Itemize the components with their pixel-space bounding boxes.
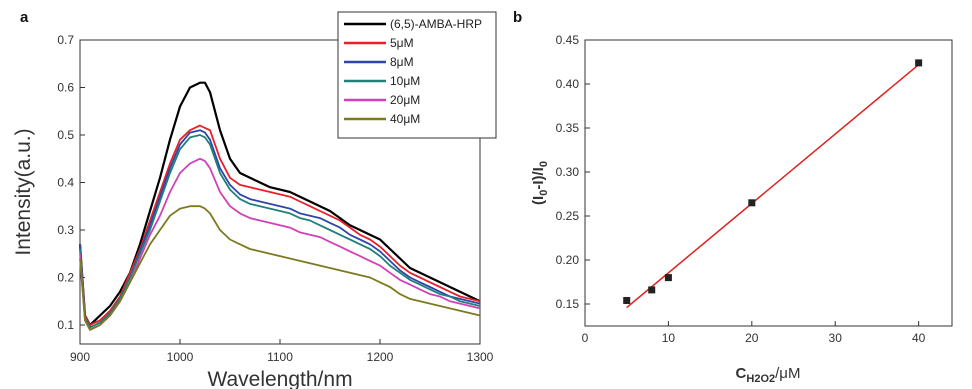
data-point-1 <box>648 286 656 294</box>
legend-label-4: 20μM <box>390 93 420 107</box>
data-point-0 <box>623 296 631 304</box>
panel-b-x-tick-label: 30 <box>829 331 843 345</box>
panel-a-x-tick-label: 1300 <box>467 350 494 364</box>
panel-b-y-ticks: 0.15 0.20 0.25 0.30 0.35 0.40 0.45 <box>556 33 590 311</box>
panel-b-plot-frame <box>584 39 953 327</box>
panel-b-y-tick-label: 0.25 <box>556 209 580 223</box>
panel-a-legend-box <box>337 11 497 139</box>
panel-a-spectra-chart: a 900 1000 1100 1200 1300 0.1 0.2 0.3 0.4 0.5 0.6… <box>12 9 497 389</box>
panel-b-x-tick-label: 40 <box>912 331 926 345</box>
panel-a-y-axis-title: Intensity(a.u.) <box>12 128 35 255</box>
panel-b-x-axis-title-unit: /μM <box>775 365 800 382</box>
panel-b-x-tick-label: 10 <box>662 331 676 345</box>
series-line-5 <box>79 205 481 331</box>
panel-b-x-tick-label: 0 <box>582 331 589 345</box>
series-line-3 <box>79 134 481 329</box>
panel-a-y-ticks: 0.1 0.2 0.3 0.4 0.5 0.6 0.7 <box>57 33 85 332</box>
panel-a-x-axis-title: Wavelength/nm <box>207 368 352 389</box>
panel-b-y-axis-title-part: (I <box>530 196 547 205</box>
panel-a-x-tick-label: 1200 <box>367 350 394 364</box>
panel-a-legend: (6,5)-AMBA-HRP 5μM 8μM 10μM 20μM 40μM <box>337 11 497 139</box>
panel-a-x-ticks: 900 1000 1100 1200 1300 <box>70 339 494 364</box>
panel-b-data-points <box>623 59 923 304</box>
panel-b-x-axis-title: CH2O2/μM <box>736 365 801 385</box>
panel-b-x-tick-label: 20 <box>745 331 759 345</box>
panel-b-y-axis-title: (I0-I)/I0 <box>530 161 550 205</box>
legend-label-0: (6,5)-AMBA-HRP <box>390 17 482 31</box>
panel-b-calibration-chart: b 0 10 20 30 40 0.15 0.20 0.25 0.30 0.35 0.40 0.45… <box>513 9 953 385</box>
legend-label-1: 5μM <box>390 36 414 50</box>
panel-b-y-tick-label: 0.35 <box>556 121 580 135</box>
panel-b-y-axis-title-part: -I)/I <box>530 167 547 190</box>
panel-a-y-tick-label: 0.3 <box>57 223 74 237</box>
panel-b-x-ticks: 0 10 20 30 40 <box>582 321 926 345</box>
panel-a-y-tick-label: 0.5 <box>57 128 74 142</box>
series-line-2 <box>79 129 481 329</box>
panel-a-series-lines <box>78 81 481 331</box>
panel-b-y-tick-label: 0.30 <box>556 165 580 179</box>
panel-b-y-tick-label: 0.15 <box>556 297 580 311</box>
data-point-4 <box>915 59 923 67</box>
panel-a-y-tick-label: 0.7 <box>57 33 74 47</box>
panel-a-x-tick-label: 1100 <box>267 350 293 364</box>
panel-b-label: b <box>513 9 522 26</box>
panel-b-y-axis-title-part: 0 <box>538 190 550 196</box>
panel-b-x-axis-title-main: C <box>736 365 747 382</box>
legend-label-5: 40μM <box>390 112 420 126</box>
panel-b-y-tick-label: 0.40 <box>556 77 580 91</box>
panel-a-y-tick-label: 0.2 <box>57 271 74 285</box>
panel-a-y-tick-label: 0.1 <box>57 318 74 332</box>
panel-b-x-axis-title-sub: H2O2 <box>746 373 775 385</box>
panel-b-fit-line-group <box>626 64 920 309</box>
panel-a-y-tick-label: 0.6 <box>57 81 74 95</box>
panel-a-x-tick-label: 1000 <box>167 350 194 364</box>
data-point-3 <box>748 199 756 207</box>
series-line-1 <box>79 124 481 326</box>
panel-b-y-tick-label: 0.20 <box>556 253 580 267</box>
panel-a-x-tick-label: 900 <box>70 350 90 364</box>
panel-b-y-tick-label: 0.45 <box>556 33 580 47</box>
data-point-2 <box>664 274 672 282</box>
fit-line <box>626 64 920 309</box>
panel-a-label: a <box>20 9 29 26</box>
legend-label-3: 10μM <box>390 74 420 88</box>
legend-label-2: 8μM <box>390 55 414 69</box>
panel-a-y-tick-label: 0.4 <box>57 176 74 190</box>
panel-b-y-axis-title-part: 0 <box>538 161 550 167</box>
